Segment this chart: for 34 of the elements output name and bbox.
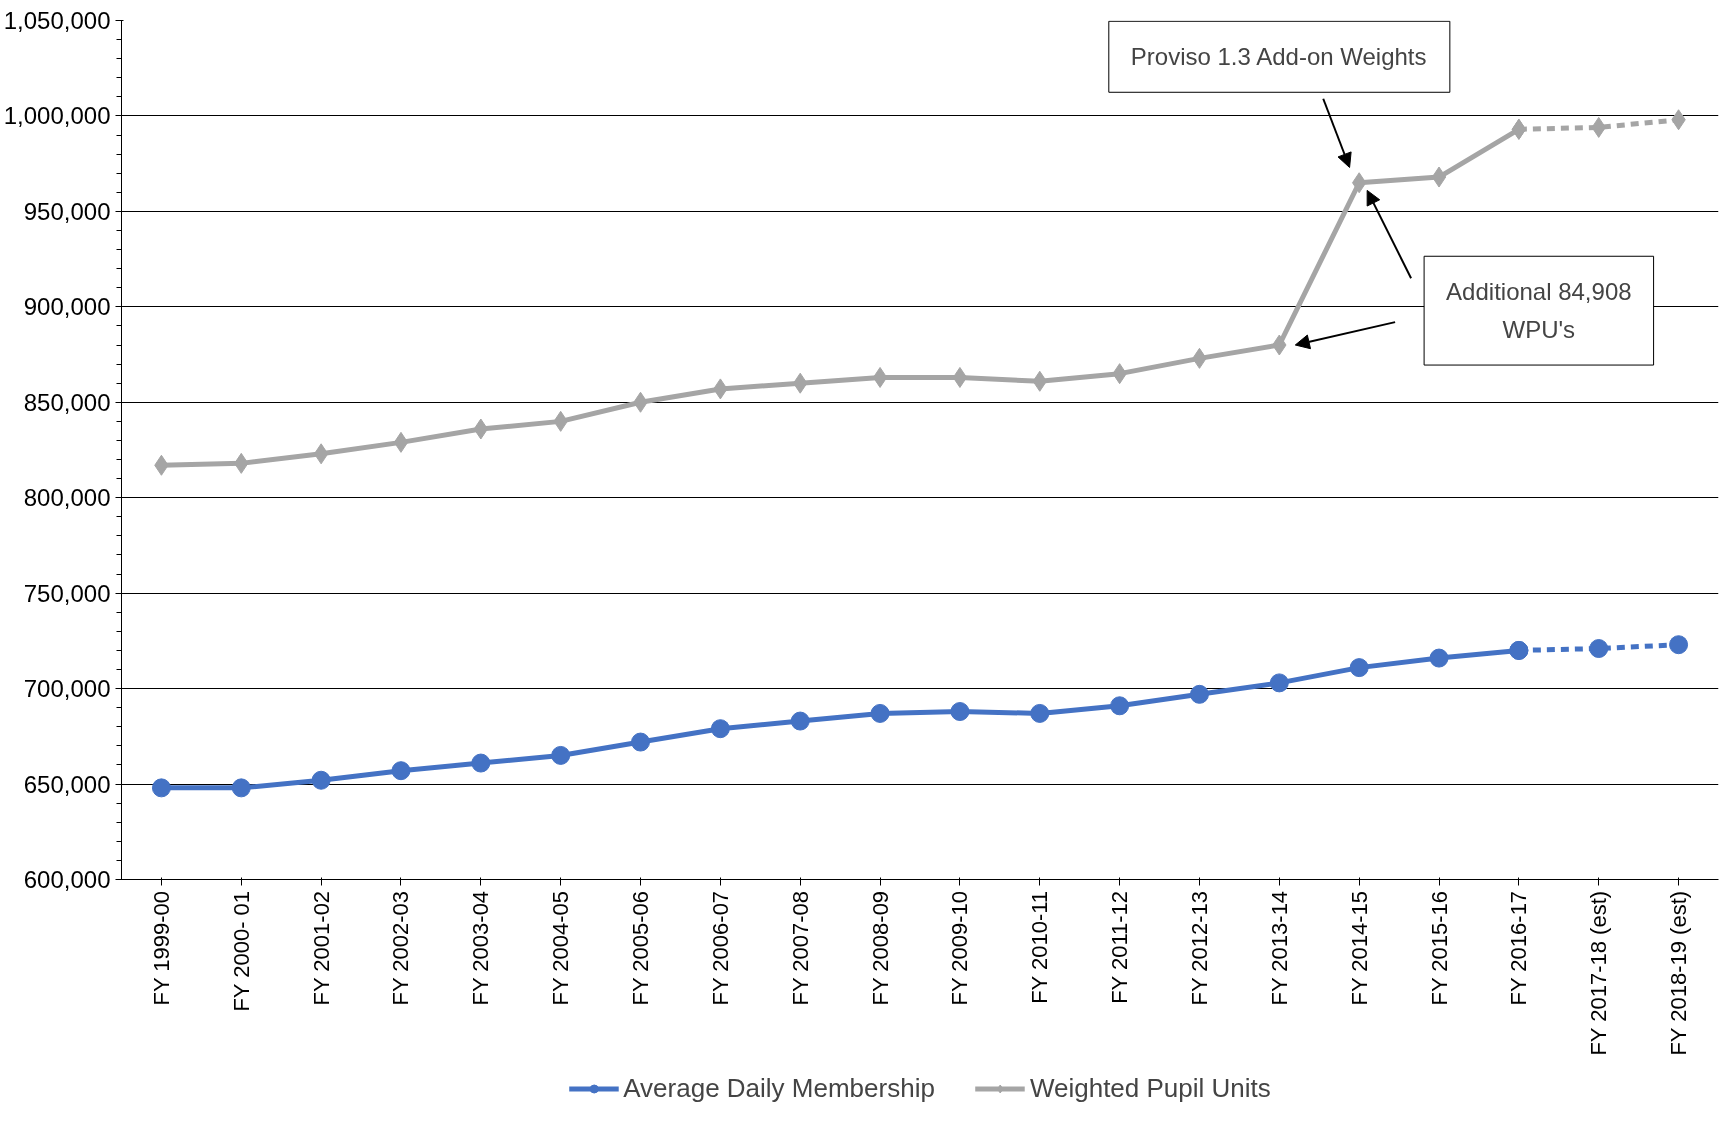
x-tick-label: FY 2014-15 — [1346, 890, 1372, 1006]
annotation: Proviso 1.3 Add-on Weights — [1130, 43, 1427, 71]
y-tick-label: 800,000 — [23, 484, 111, 512]
x-tick-label: FY 2012-13 — [1186, 890, 1212, 1006]
x-tick-label: FY 2000- 01 — [228, 890, 254, 1012]
x-tick-label: FY 2005-06 — [628, 890, 654, 1006]
x-tick-label: FY 2015-16 — [1426, 890, 1452, 1006]
legend-label: Average Daily Membership — [623, 1072, 935, 1104]
y-tick-label: 1,000,000 — [3, 102, 111, 130]
x-tick-label: FY 2016-17 — [1506, 890, 1532, 1006]
y-tick-label: 850,000 — [23, 388, 111, 416]
annotation: Additional 84,908 WPU's — [1446, 278, 1632, 344]
x-tick-label: FY 2013-14 — [1266, 890, 1292, 1006]
y-tick-label: 700,000 — [23, 675, 111, 703]
legend-label: Weighted Pupil Units — [1029, 1072, 1271, 1104]
x-tick-label: FY 2002-03 — [388, 890, 414, 1006]
x-tick-label: FY 2003-04 — [468, 890, 494, 1006]
x-tick-label: FY 2018-19 (est) — [1666, 890, 1692, 1056]
x-tick-label: FY 2009-10 — [947, 890, 973, 1006]
x-tick-label: FY 1999-00 — [148, 890, 174, 1006]
x-tick-label: FY 2011-12 — [1107, 890, 1133, 1004]
y-tick-label: 950,000 — [23, 197, 111, 225]
x-tick-label: FY 2008-09 — [867, 890, 893, 1006]
y-tick-label: 750,000 — [23, 579, 111, 607]
y-tick-label: 900,000 — [23, 293, 111, 321]
x-tick-label: FY 2001-02 — [308, 890, 334, 1006]
x-tick-label: FY 2006-07 — [707, 890, 733, 1006]
x-tick-label: FY 2007-08 — [787, 890, 813, 1006]
x-tick-label: FY 2017-18 (est) — [1586, 890, 1612, 1056]
x-tick-label: FY 2010-11 — [1027, 890, 1053, 1004]
y-tick-label: 650,000 — [23, 770, 111, 798]
y-tick-label: 600,000 — [23, 866, 111, 893]
x-tick-label: FY 2004-05 — [548, 890, 574, 1006]
y-tick-label: 1,050,000 — [3, 7, 111, 34]
